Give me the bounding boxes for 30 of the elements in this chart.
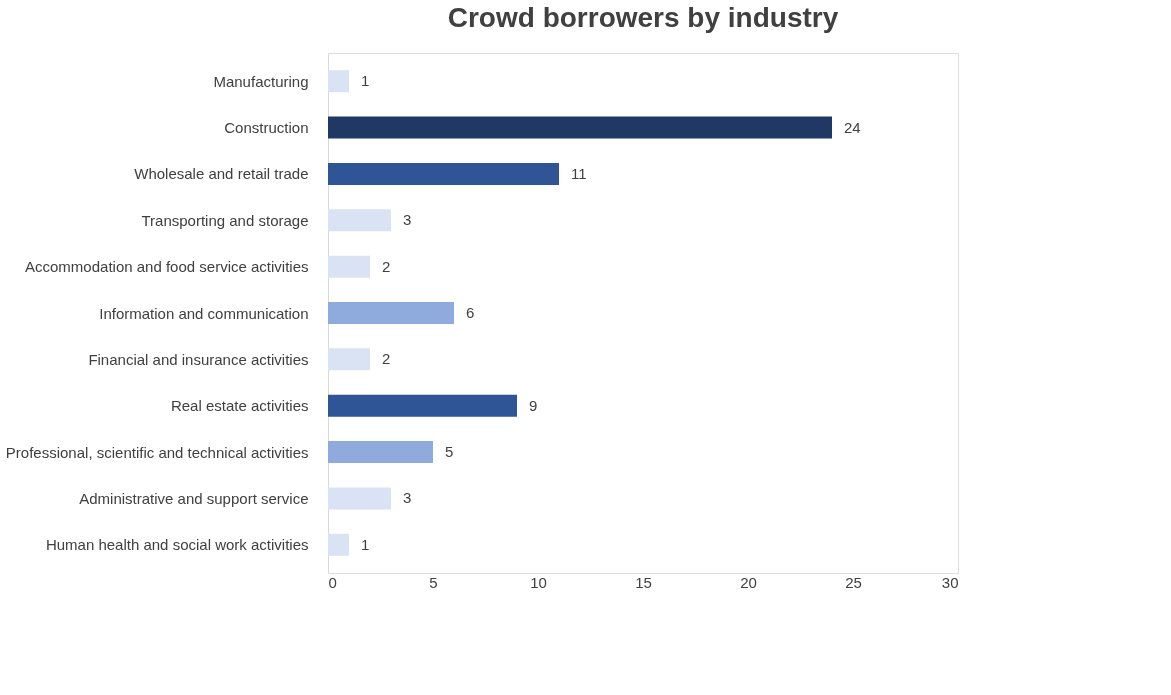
x-tick-label: 5 [429,573,438,591]
data-label: 3 [403,211,412,229]
data-label: 1 [361,72,370,90]
data-label: 9 [529,396,538,414]
y-tick-label: Human health and social work activities [45,536,309,554]
y-tick-label: Real estate activities [170,397,309,415]
data-label: 11 [571,164,587,182]
x-tick-label: 10 [530,573,547,591]
y-tick-label: Information and communication [99,304,309,322]
chart-title: Crowd borrowers by industry [447,2,839,33]
data-label: 3 [403,489,412,507]
x-tick-label: 25 [845,573,862,591]
y-tick-label: Financial and insurance activities [88,350,309,368]
data-label: 2 [382,350,391,368]
x-tick-label: 30 [941,573,959,591]
y-tick-label: Wholesale and retail trade [134,165,309,183]
x-tick-label: 0 [328,573,337,591]
data-label: 6 [466,304,475,321]
x-tick-label: 20 [740,573,757,591]
y-tick-label: Construction [224,119,309,137]
y-tick-label: Accommodation and food service activities [25,258,309,276]
data-label: 2 [382,257,391,275]
data-label: 5 [445,443,454,461]
y-tick-label: Administrative and support service [79,489,309,507]
y-tick-label: Professional, scientific and technical activities [5,443,309,461]
data-label: 24 [844,118,861,136]
x-tick-label: 15 [635,573,652,591]
y-tick-label: Transporting and storage [141,211,309,229]
y-tick-label: Manufacturing [213,72,309,90]
data-label: 1 [361,535,370,553]
